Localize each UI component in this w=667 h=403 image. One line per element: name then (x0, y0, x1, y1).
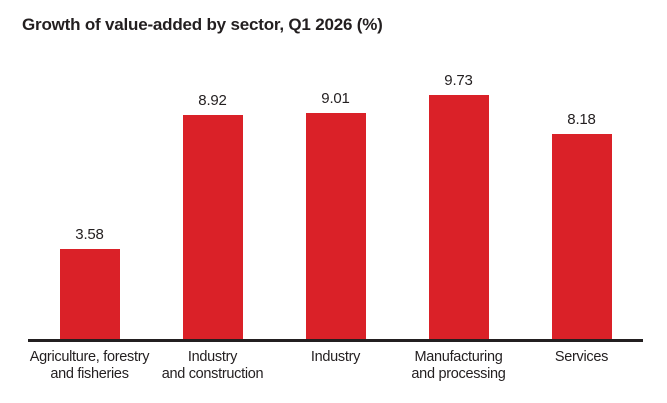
chart-title: Growth of value-added by sector, Q1 2026… (22, 15, 383, 34)
bar-value-label: 9.73 (444, 72, 473, 89)
bar-value-label: 8.92 (198, 92, 227, 109)
x-axis-label-text: Services (554, 349, 609, 365)
bar (428, 95, 489, 339)
plot-area: 3.58 8.92 9.01 9.73 8.18 (28, 60, 643, 342)
bar (59, 249, 120, 339)
x-axis-label-text: Industry (310, 349, 361, 365)
bar-value-label: 8.18 (567, 111, 596, 128)
bar-group: 8.18 (520, 60, 643, 339)
bar-group: 9.73 (397, 60, 520, 339)
x-axis-label: Agriculture, forestry and fisheries (28, 349, 151, 383)
bar-group: 9.01 (274, 60, 397, 339)
x-axis-label: Industry (274, 349, 397, 383)
bar-group: 8.92 (151, 60, 274, 339)
bar-group: 3.58 (28, 60, 151, 339)
x-axis-label-text: Agriculture, forestry and fisheries (29, 349, 150, 382)
bar-chart: Growth of value-added by sector, Q1 2026… (0, 14, 667, 383)
x-axis-label-text: Manufacturing and processing (411, 349, 506, 382)
x-axis-labels: Agriculture, forestry and fisheries Indus… (28, 342, 643, 383)
x-axis-label-text: Industry and construction (161, 349, 264, 382)
x-axis-label: Manufacturing and processing (397, 349, 520, 383)
bar (182, 115, 243, 339)
x-axis-label: Industry and construction (151, 349, 274, 383)
bar-value-label: 9.01 (321, 90, 350, 107)
bar (305, 113, 366, 339)
x-axis-label: Services (520, 349, 643, 383)
bar-value-label: 3.58 (75, 226, 104, 243)
bar (551, 134, 612, 339)
